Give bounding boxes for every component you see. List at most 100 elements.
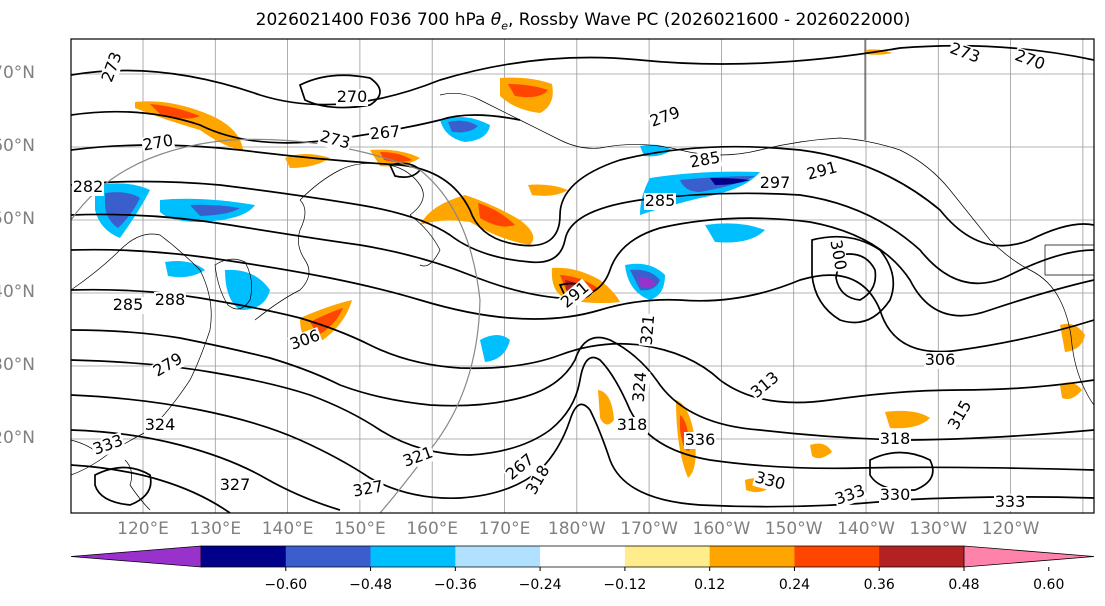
contour-label: 285 xyxy=(113,295,144,314)
longitude-label: 120°E xyxy=(117,519,169,539)
contour-label-bg xyxy=(638,313,659,347)
contour-label-bg xyxy=(144,417,176,434)
contour-label-bg xyxy=(99,49,126,86)
contour-label-bg xyxy=(72,179,104,196)
longitude-label: 150°W xyxy=(764,519,823,539)
positive-anomaly-patch xyxy=(528,184,568,196)
contour-label: 270 xyxy=(337,87,368,106)
contour-label-bg xyxy=(879,431,911,448)
negative-anomaly-patch xyxy=(105,192,140,228)
colorbar-tick-label: 0.12 xyxy=(694,577,726,593)
positive-anomaly-patch xyxy=(598,390,614,425)
colorbar-tick-label: 0.48 xyxy=(948,577,980,593)
longitude-label: 180°W xyxy=(547,519,606,539)
contour-label-bg xyxy=(630,370,651,404)
colorbar-tick-label: 0.60 xyxy=(1033,577,1065,593)
negative-anomaly-patch xyxy=(448,120,478,133)
contour-label-bg xyxy=(945,397,976,434)
contour-label-bg xyxy=(219,477,251,494)
contour-label: 306 xyxy=(925,350,956,369)
longitude-label: 170°E xyxy=(478,519,531,539)
longitude-label: 160°W xyxy=(692,519,751,539)
colorbar-tick-label: −0.24 xyxy=(518,577,562,593)
contour-label-bg xyxy=(644,193,676,210)
colorbar-segment xyxy=(370,546,456,567)
contour-label-bg xyxy=(112,297,144,314)
contour-label-bg xyxy=(523,462,554,499)
contour-label-bg xyxy=(90,432,127,459)
contour-label-bg xyxy=(287,327,324,354)
colorbar-segment xyxy=(879,546,965,567)
colorbar-extend-max xyxy=(963,545,1095,568)
positive-anomaly-patch xyxy=(478,203,515,227)
contour-label-bg xyxy=(879,487,911,504)
latitude-label: 50°N xyxy=(0,209,35,229)
contour-label-bg xyxy=(150,350,187,381)
theta-symbol: θ xyxy=(490,10,502,30)
contour-label: 297 xyxy=(760,173,791,192)
title-suffix: , Rossby Wave PC (2026021600 - 202602200… xyxy=(507,10,911,30)
contour-label-bg xyxy=(687,149,723,172)
contour-label: 285 xyxy=(645,191,676,210)
contour-label-bg xyxy=(804,159,840,184)
contour-label-bg xyxy=(140,132,176,155)
contour-label-bg xyxy=(616,417,648,434)
negative-anomaly-patch xyxy=(710,178,750,185)
colorbar-tick-label: 0.36 xyxy=(863,577,895,593)
contour-label: 324 xyxy=(629,371,651,403)
colorbar-extend-min xyxy=(70,545,202,568)
colorbar-outline xyxy=(201,545,964,568)
contour-label: 324 xyxy=(145,415,176,434)
theta-subscript: e xyxy=(501,19,508,33)
contour-label-bg xyxy=(336,89,368,106)
contour-label-bg xyxy=(1011,47,1048,74)
latitude-label: 60°N xyxy=(0,136,35,156)
positive-anomaly-patch xyxy=(508,84,548,98)
latitude-label: 40°N xyxy=(0,282,35,302)
contour-label-bg xyxy=(557,278,594,313)
negative-anomaly-patch xyxy=(190,204,240,216)
negative-anomaly-patch xyxy=(638,277,656,288)
contour-label: 333 xyxy=(995,492,1026,511)
colorbar-tick-label: 0.24 xyxy=(778,577,811,593)
colorbar-segment xyxy=(285,546,372,567)
longitude-label: 170°W xyxy=(620,519,678,539)
positive-anomaly-patch xyxy=(810,443,832,459)
negative-anomaly-patch xyxy=(225,269,270,310)
contour-label-bg xyxy=(647,104,684,131)
colorbar-tick-label: −0.36 xyxy=(433,577,477,593)
contour-label-bg xyxy=(400,444,437,471)
positive-anomaly-patch xyxy=(1060,323,1085,352)
contour-label-bg xyxy=(924,352,956,369)
positive-anomaly-patch xyxy=(310,308,343,335)
colorbar-segment xyxy=(540,546,626,567)
map-frame xyxy=(70,38,1095,514)
longitude-label: 160°E xyxy=(406,519,459,539)
contour-label: 282 xyxy=(73,177,104,196)
latitude-label: 20°N xyxy=(0,428,35,448)
colorbar-segment xyxy=(709,546,795,567)
longitude-label: 150°E xyxy=(334,519,386,539)
contour-label: 327 xyxy=(220,475,251,494)
contour-label: 318 xyxy=(880,429,911,448)
title-prefix: 2026021400 F036 700 hPa xyxy=(255,10,491,30)
colorbar-tick-label: −0.60 xyxy=(264,577,308,593)
longitude-label: 120°W xyxy=(981,519,1040,539)
contour-label-bg xyxy=(994,494,1026,511)
positive-anomaly-patch xyxy=(285,154,330,168)
longitude-label: 140°E xyxy=(261,519,314,539)
contour-label-bg xyxy=(502,450,539,485)
coastlines xyxy=(71,40,1094,511)
contour-label-bg xyxy=(946,40,983,67)
contour-label-bg xyxy=(368,123,402,144)
contour-label: 318 xyxy=(617,415,648,434)
colorbar-segment xyxy=(794,546,880,567)
longitude-label: 130°E xyxy=(189,519,242,539)
contour-label: 321 xyxy=(637,314,659,346)
contour-label: 288 xyxy=(155,290,186,309)
contour-label-bg xyxy=(752,469,788,494)
longitude-label: 130°W xyxy=(909,519,968,539)
contour-label: 330 xyxy=(880,485,911,504)
